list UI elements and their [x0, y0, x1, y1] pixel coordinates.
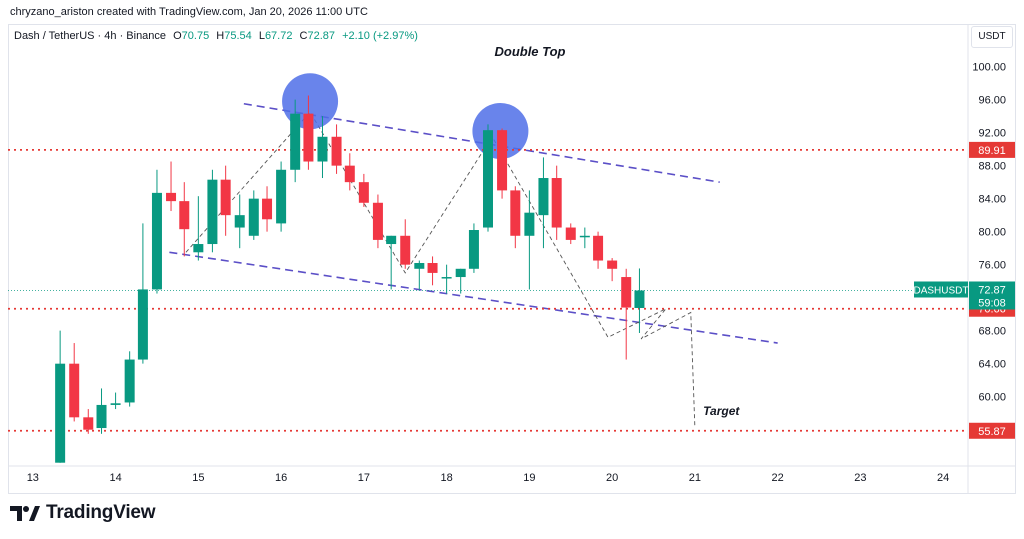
- candle-body: [55, 363, 66, 463]
- symbol-header: Dash / TetherUS · 4h · Binance O70.75 H7…: [14, 30, 418, 42]
- candle-body: [317, 136, 328, 162]
- candle-body: [207, 179, 218, 245]
- chart-frame: [8, 24, 1016, 494]
- level-price-label: 89.91: [978, 145, 1006, 157]
- last-price-tag: [969, 281, 1015, 310]
- y-tick-label: 64.00: [978, 359, 1006, 371]
- x-tick-label: 20: [606, 472, 618, 484]
- candle-body: [579, 235, 590, 238]
- candle-body: [441, 277, 452, 279]
- change-value: +2.10 (+2.97%): [342, 30, 418, 42]
- y-tick-label: 80.00: [978, 227, 1006, 239]
- chart-title: Double Top: [494, 44, 565, 59]
- symbol-tag-label: DASHUSDT: [913, 285, 968, 296]
- candle-body: [634, 290, 645, 308]
- x-tick-label: 21: [689, 472, 701, 484]
- candle-body: [621, 277, 632, 308]
- open-value: 70.75: [181, 30, 210, 42]
- level-price-tag: [969, 141, 1015, 158]
- tradingview-logo-icon: [10, 506, 40, 521]
- candle-body: [234, 215, 245, 228]
- x-tick-label: 23: [854, 472, 866, 484]
- level-price-label: 55.87: [978, 426, 1006, 438]
- candle-body: [137, 289, 148, 360]
- bar-countdown-label: 59:08: [978, 297, 1006, 309]
- y-tick-label: 60.00: [978, 392, 1006, 404]
- candle-body: [110, 403, 121, 405]
- candle-body: [166, 192, 177, 202]
- brand-logo: TradingView: [10, 502, 156, 524]
- target-label: Target: [703, 404, 740, 418]
- candle-body: [358, 182, 369, 203]
- level-price-tag: [969, 422, 1015, 439]
- candle-body: [83, 417, 94, 430]
- candle-body: [593, 235, 604, 261]
- candle-body: [510, 190, 521, 236]
- x-tick-label: 14: [109, 472, 121, 484]
- candle-body: [455, 268, 466, 278]
- x-tick-label: 16: [275, 472, 287, 484]
- candle-body: [331, 136, 342, 166]
- candle-body: [303, 113, 314, 162]
- close-label: C: [299, 30, 308, 42]
- candle-body: [151, 192, 162, 290]
- candle-body: [565, 227, 576, 240]
- candle-body: [551, 178, 562, 228]
- candle-body: [524, 212, 535, 236]
- y-tick-label: 76.00: [978, 260, 1006, 272]
- y-tick-label: 96.00: [978, 95, 1006, 107]
- candle-body: [344, 165, 355, 183]
- candle-body: [414, 263, 425, 269]
- candle-body: [179, 201, 190, 230]
- y-tick-label: 88.00: [978, 161, 1006, 173]
- x-tick-label: 19: [523, 472, 535, 484]
- candle-body: [538, 178, 549, 216]
- candle-body: [248, 198, 259, 236]
- x-tick-label: 18: [440, 472, 452, 484]
- pattern-path: [185, 111, 696, 429]
- high-label: H: [216, 30, 225, 42]
- x-tick-label: 15: [192, 472, 204, 484]
- y-tick-label: 68.00: [978, 326, 1006, 338]
- currency-button[interactable]: USDT: [971, 26, 1013, 48]
- x-tick-label: 13: [27, 472, 39, 484]
- symbol-tag: [914, 281, 968, 298]
- symbol-label: Dash / TetherUS · 4h · Binance: [14, 30, 167, 42]
- x-tick-label: 17: [358, 472, 370, 484]
- candle-body: [483, 130, 493, 228]
- candle-body: [124, 359, 135, 403]
- open-label: O: [173, 30, 182, 42]
- candle-body: [497, 130, 508, 191]
- candle-body: [607, 260, 618, 269]
- candle-body: [276, 169, 287, 224]
- low-value: 67.72: [264, 30, 293, 42]
- y-tick-label: 92.00: [978, 128, 1006, 140]
- y-tick-label: 100.00: [972, 62, 1006, 74]
- candle-body: [427, 263, 438, 273]
- last-price-label: 72.87: [978, 284, 1006, 296]
- candle-body: [262, 198, 273, 220]
- x-tick-label: 24: [937, 472, 949, 484]
- y-tick-label: 84.00: [978, 194, 1006, 206]
- candle-body: [468, 230, 479, 269]
- close-value: 72.87: [307, 30, 336, 42]
- high-value: 75.54: [224, 30, 252, 42]
- x-tick-label: 22: [772, 472, 784, 484]
- candle-body: [220, 179, 231, 216]
- low-label: L: [258, 30, 265, 42]
- candle-body: [372, 202, 383, 240]
- brand-name: TradingView: [46, 502, 156, 523]
- chart-credit: chryzano_ariston created with TradingVie…: [10, 6, 368, 18]
- channel-lower-line: [169, 251, 778, 344]
- candle-body: [96, 404, 107, 429]
- candle-body: [69, 363, 80, 418]
- candle-body: [386, 235, 397, 245]
- candle-body: [290, 113, 301, 170]
- candle-body: [193, 244, 204, 253]
- candle-body: [400, 235, 411, 265]
